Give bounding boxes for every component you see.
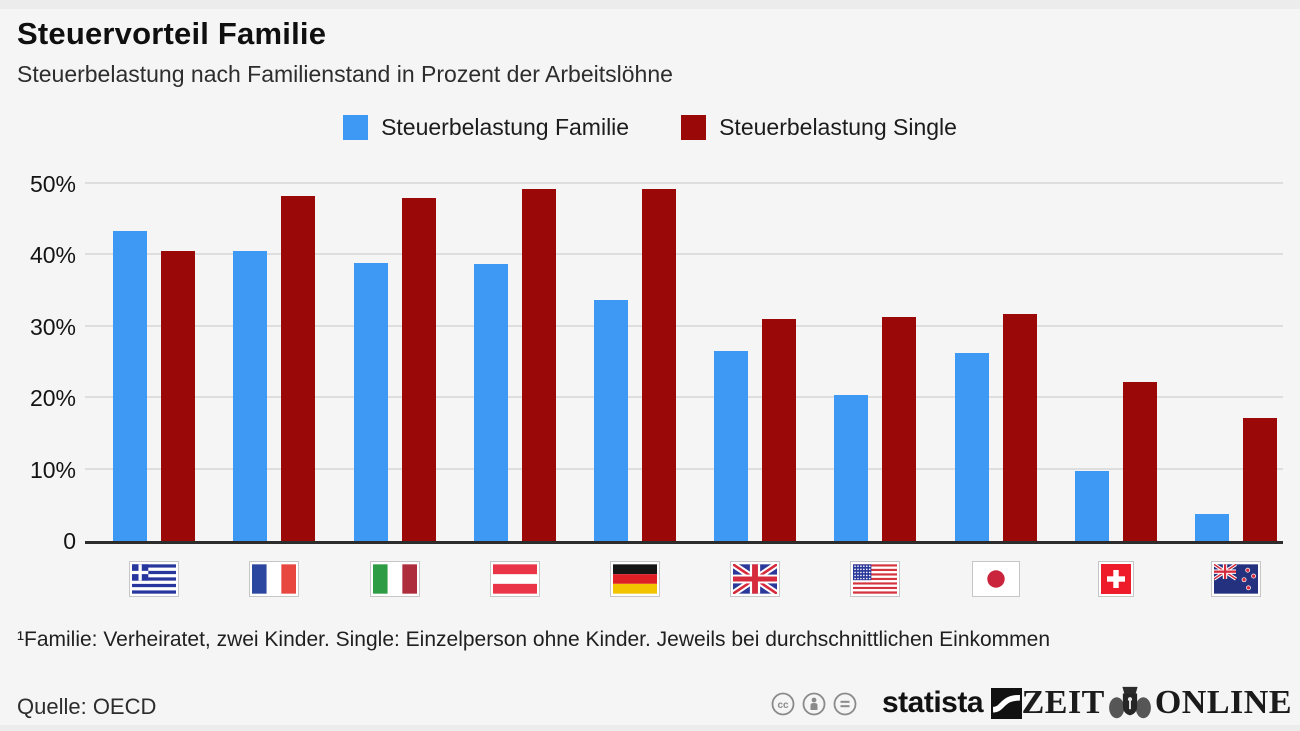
gridline-30 [85, 324, 1283, 327]
license-badges[interactable]: cc [771, 692, 857, 716]
zeit-online-logo[interactable]: ZEIT ONLINE [1022, 684, 1292, 722]
legend-item-single: Steuerbelastung Single [681, 114, 957, 141]
flag-switzerland [1097, 561, 1134, 597]
statista-wordmark: statista [882, 686, 984, 719]
legend-label-familie: Steuerbelastung Familie [381, 114, 630, 140]
svg-text:cc: cc [777, 700, 789, 711]
legend-swatch-single-icon [681, 115, 707, 140]
cc-icon[interactable]: cc [771, 692, 795, 716]
y-tick-20: 20% [29, 385, 76, 411]
flag-cell-usa [815, 561, 935, 597]
y-tick-30: 30% [29, 313, 76, 340]
bar-single-germany [641, 189, 676, 541]
flag-greece [129, 561, 180, 597]
zeit-wordmark: ZEIT [1021, 684, 1105, 721]
bar-group-austria [455, 168, 575, 541]
bar-familie-switzerland [1074, 470, 1109, 541]
flag-cell-switzerland [1056, 561, 1176, 597]
gridline-10 [85, 467, 1283, 470]
bar-single-france [281, 196, 316, 541]
flag-italy [369, 561, 420, 597]
y-tick-0: 0 [63, 528, 76, 554]
bar-single-uk [762, 319, 797, 541]
bar-familie-italy [353, 262, 388, 541]
flag-new-zealand [1210, 561, 1261, 597]
flag-france [249, 561, 300, 597]
flag-cell-germany [575, 561, 695, 597]
bar-familie-japan [954, 352, 989, 541]
footnote: ¹Familie: Verheiratet, zwei Kinder. Sing… [17, 628, 1051, 651]
bar-group-italy [334, 168, 454, 541]
card-top-edge [0, 0, 1300, 9]
flag-cell-greece [94, 561, 214, 597]
no-derivatives-icon[interactable] [833, 692, 857, 716]
flag-cell-new-zealand [1176, 561, 1296, 597]
y-tick-50: 50% [29, 170, 76, 197]
y-tick-10: 10% [29, 456, 76, 483]
legend: Steuerbelastung Familie Steuerbelastung … [0, 114, 1300, 141]
flag-cell-japan [935, 561, 1055, 597]
zeit-crest-icon [1108, 686, 1151, 719]
source-label: Quelle: OECD [17, 694, 157, 719]
flag-usa [850, 561, 901, 597]
legend-swatch-familie-icon [343, 115, 369, 140]
flag-germany [609, 561, 660, 597]
bar-single-greece [161, 251, 196, 541]
bar-single-japan [1002, 313, 1037, 541]
bar-familie-france [233, 251, 268, 541]
y-tick-40: 40% [29, 242, 76, 268]
y-axis-labels: 0 10% 20% 30% 40% 50% [0, 168, 76, 555]
bar-group-new-zealand [1176, 168, 1296, 541]
legend-item-familie: Steuerbelastung Familie [343, 114, 629, 141]
chart-subtitle: Steuerbelastung nach Familienstand in Pr… [17, 61, 673, 87]
plot-area [85, 168, 1283, 544]
bar-familie-uk [714, 350, 749, 541]
bar-single-austria [521, 188, 556, 541]
statista-logo[interactable]: statista [882, 686, 1023, 720]
card-bottom-edge [0, 725, 1300, 731]
flag-cell-uk [695, 561, 815, 597]
bar-group-japan [935, 168, 1055, 541]
bar-single-new-zealand [1242, 418, 1277, 541]
bar-familie-greece [113, 231, 148, 541]
flag-cell-france [214, 561, 334, 597]
bar-group-germany [575, 168, 695, 541]
gridline-40 [85, 253, 1283, 255]
flag-uk [730, 561, 781, 597]
bar-group-uk [695, 168, 815, 541]
online-wordmark: ONLINE [1154, 684, 1292, 721]
bar-group-france [214, 168, 334, 541]
bar-single-usa [882, 316, 917, 541]
chart-title: Steuervorteil Familie [17, 16, 327, 51]
gridline-20 [85, 396, 1283, 398]
flag-cell-austria [455, 561, 575, 597]
bar-series-container [94, 168, 1296, 541]
legend-label-single: Steuerbelastung Single [719, 114, 957, 140]
attribution-icon[interactable] [802, 692, 826, 716]
bar-group-greece [94, 168, 214, 541]
flag-austria [489, 561, 540, 597]
bar-single-italy [401, 197, 436, 541]
gridline-50 [85, 181, 1283, 184]
bar-single-switzerland [1122, 381, 1157, 541]
bar-familie-austria [473, 263, 508, 541]
bar-familie-new-zealand [1194, 513, 1229, 541]
flag-cell-italy [334, 561, 454, 597]
bar-familie-germany [593, 300, 628, 541]
bar-group-usa [815, 168, 935, 541]
flag-japan [971, 561, 1020, 597]
statista-mark-icon [991, 687, 1023, 719]
bar-familie-usa [834, 395, 869, 541]
bar-group-switzerland [1056, 168, 1176, 541]
category-flags-row [94, 561, 1296, 597]
